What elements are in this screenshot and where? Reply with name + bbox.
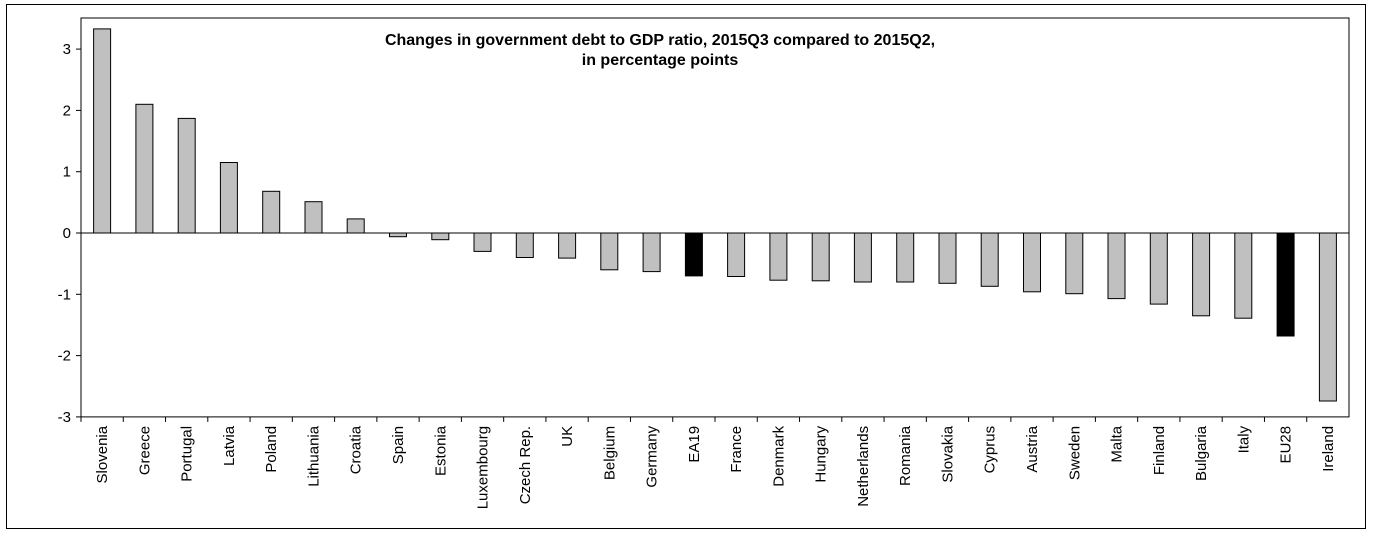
bar-poland	[262, 190, 281, 234]
y-tick-label: -1	[58, 286, 71, 303]
bar-bulgaria	[1192, 232, 1211, 317]
category-label: EU28	[1278, 426, 1295, 464]
chart-subtitle: in percentage points	[582, 52, 739, 69]
category-label: UK	[559, 426, 576, 447]
category-label: Latvia	[221, 425, 238, 466]
bar-latvia	[219, 162, 238, 234]
bars	[93, 28, 1337, 402]
y-tick-label: 2	[63, 102, 71, 119]
category-label: Hungary	[813, 425, 830, 482]
bar-finland	[1149, 232, 1168, 305]
bar-hungary	[811, 232, 830, 282]
category-label: Romania	[897, 425, 914, 486]
y-tick-label: -2	[58, 348, 71, 365]
category-label: Slovakia	[939, 425, 956, 482]
category-labels: Slovenia Greece Portugal Latvia Poland Lithua…	[94, 425, 1337, 509]
category-label: Luxembourg	[475, 426, 492, 509]
category-label: Croatia	[348, 425, 365, 474]
axes: 3 2 1 0 -1 -2 -3	[58, 17, 1350, 426]
bar-spain	[389, 232, 407, 238]
bar-uk	[558, 232, 577, 259]
chart-frame	[6, 4, 1366, 529]
bar-netherlands	[853, 232, 872, 283]
bar-italy	[1234, 232, 1253, 319]
bar-austria	[1023, 232, 1041, 293]
category-label: Bulgaria	[1193, 425, 1210, 481]
bar-slovakia	[938, 232, 957, 284]
bar-ea19	[684, 232, 703, 277]
bar-czech-rep-	[515, 232, 534, 258]
category-label: Spain	[390, 426, 407, 464]
bar-sweden	[1065, 232, 1084, 295]
y-tick-label: 0	[63, 225, 71, 242]
category-label: Estonia	[432, 425, 449, 476]
category-label: Belgium	[601, 426, 618, 480]
bar-germany	[642, 232, 661, 273]
category-label: Cyprus	[982, 426, 999, 474]
category-label: Austria	[1024, 425, 1041, 472]
bar-slovenia	[93, 28, 112, 234]
bar-eu28	[1276, 232, 1295, 337]
bar-belgium	[600, 232, 619, 271]
bar-greece	[135, 103, 154, 234]
chart-title: Changes in government debt to GDP ratio,…	[385, 32, 935, 49]
category-label: Sweden	[1066, 426, 1083, 480]
bar-malta	[1107, 232, 1126, 300]
bar-cyprus	[980, 232, 999, 287]
category-label: Portugal	[179, 426, 196, 482]
category-label: Netherlands	[855, 426, 872, 507]
category-label: EA19	[686, 426, 703, 463]
category-label: Ireland	[1320, 426, 1337, 472]
bar-lithuania	[304, 201, 323, 234]
bar-croatia	[346, 218, 365, 234]
bar-portugal	[177, 117, 196, 234]
category-label: Denmark	[770, 425, 787, 486]
bar-ireland	[1318, 232, 1337, 402]
y-tick-label: 3	[63, 41, 71, 58]
category-label: Germany	[644, 425, 661, 487]
category-label: Lithuania	[305, 425, 322, 487]
bar-romania	[896, 232, 915, 283]
y-tick-label: 1	[63, 164, 71, 181]
y-tick-label: -3	[58, 409, 71, 426]
category-label: Slovenia	[94, 425, 111, 483]
bar-luxembourg	[473, 232, 492, 252]
category-label: France	[728, 426, 745, 473]
bar-denmark	[769, 232, 788, 281]
category-label: Poland	[263, 426, 280, 473]
category-label: Greece	[136, 426, 153, 475]
category-label: Czech Rep.	[517, 426, 534, 504]
category-label: Finland	[1151, 426, 1168, 475]
bar-france	[727, 232, 746, 277]
bar-estonia	[431, 232, 450, 241]
category-label: Italy	[1235, 425, 1252, 453]
category-label: Malta	[1109, 425, 1126, 462]
